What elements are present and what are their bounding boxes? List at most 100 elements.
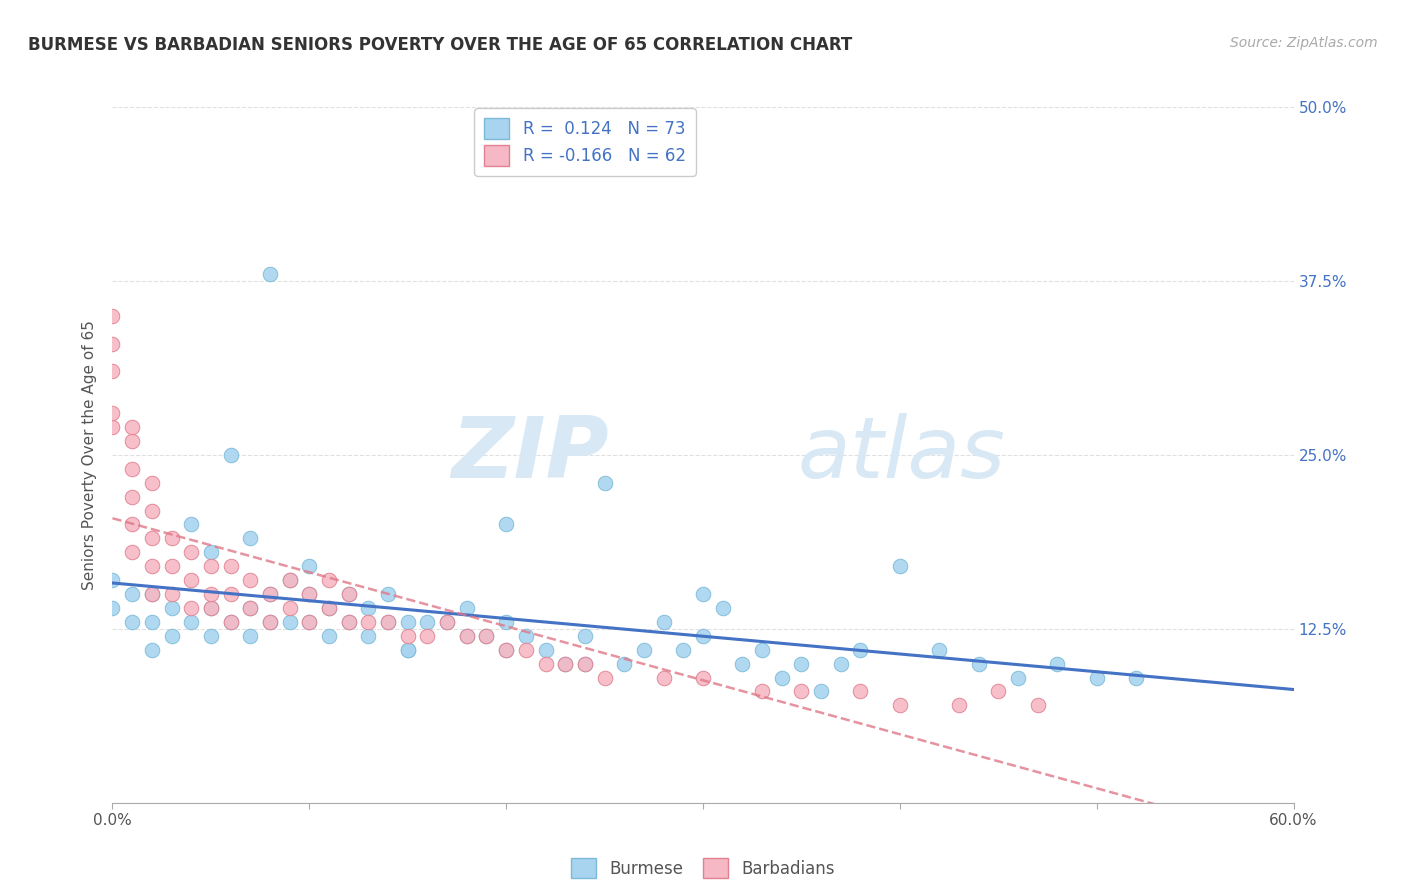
Point (692, 629, 714, 643)
Point (357, 601, 380, 615)
Point (180, 615, 202, 629)
Point (101, 420, 124, 434)
Point (219, 615, 242, 629)
Point (396, 642, 419, 657)
Point (278, 601, 301, 615)
Point (396, 615, 419, 629)
Point (200, 587, 222, 601)
Point (593, 475, 616, 490)
Point (889, 698, 911, 713)
Point (751, 684, 773, 698)
Point (692, 587, 714, 601)
Point (160, 559, 183, 574)
Point (633, 642, 655, 657)
Point (790, 684, 813, 698)
Point (141, 559, 163, 574)
Point (121, 462, 143, 476)
Point (298, 615, 321, 629)
Point (200, 629, 222, 643)
Point (180, 601, 202, 615)
Point (495, 642, 517, 657)
Point (239, 629, 262, 643)
Point (337, 615, 360, 629)
Point (141, 587, 163, 601)
Point (731, 657, 754, 671)
Point (160, 532, 183, 546)
Point (160, 601, 183, 615)
Point (259, 615, 281, 629)
Point (534, 657, 557, 671)
Point (259, 267, 281, 281)
Point (278, 615, 301, 629)
Point (987, 684, 1010, 698)
Point (377, 615, 399, 629)
Point (495, 517, 517, 532)
Point (141, 475, 163, 490)
Point (121, 434, 143, 448)
Point (515, 629, 537, 643)
Point (436, 615, 458, 629)
Point (456, 601, 478, 615)
Point (534, 642, 557, 657)
Point (219, 559, 242, 574)
Point (278, 573, 301, 587)
Point (495, 615, 517, 629)
Point (436, 615, 458, 629)
Point (200, 559, 222, 574)
Text: atlas: atlas (797, 413, 1005, 497)
Point (141, 587, 163, 601)
Point (574, 657, 596, 671)
Point (377, 615, 399, 629)
Point (849, 684, 872, 698)
Point (121, 517, 143, 532)
Point (692, 671, 714, 685)
Point (574, 657, 596, 671)
Point (967, 657, 990, 671)
Point (101, 336, 124, 351)
Point (318, 629, 340, 643)
Point (239, 532, 262, 546)
Point (101, 364, 124, 378)
Point (101, 406, 124, 420)
Point (298, 615, 321, 629)
Point (456, 629, 478, 643)
Point (554, 657, 576, 671)
Point (1007, 671, 1029, 685)
Point (239, 601, 262, 615)
Text: Source: ZipAtlas.com: Source: ZipAtlas.com (1230, 36, 1378, 50)
Point (141, 642, 163, 657)
Point (337, 587, 360, 601)
Point (298, 587, 321, 601)
Point (770, 671, 793, 685)
Point (948, 698, 970, 713)
Point (751, 642, 773, 657)
Point (830, 657, 852, 671)
Point (239, 573, 262, 587)
Point (396, 642, 419, 657)
Legend: Burmese, Barbadians: Burmese, Barbadians (564, 851, 842, 885)
Point (141, 503, 163, 517)
Point (121, 615, 143, 629)
Point (377, 587, 399, 601)
Point (475, 629, 498, 643)
Point (613, 657, 636, 671)
Point (495, 642, 517, 657)
Point (928, 642, 950, 657)
Point (554, 657, 576, 671)
Point (180, 573, 202, 587)
Point (711, 601, 734, 615)
Text: ZIP: ZIP (451, 413, 609, 497)
Point (278, 573, 301, 587)
Point (259, 587, 281, 601)
Point (593, 671, 616, 685)
Point (219, 587, 242, 601)
Point (1026, 698, 1049, 713)
Text: BURMESE VS BARBADIAN SENIORS POVERTY OVER THE AGE OF 65 CORRELATION CHART: BURMESE VS BARBADIAN SENIORS POVERTY OVE… (28, 36, 852, 54)
Point (101, 309, 124, 323)
Point (121, 490, 143, 504)
Point (219, 448, 242, 462)
Point (200, 601, 222, 615)
Point (1046, 657, 1069, 671)
Point (239, 601, 262, 615)
Point (180, 517, 202, 532)
